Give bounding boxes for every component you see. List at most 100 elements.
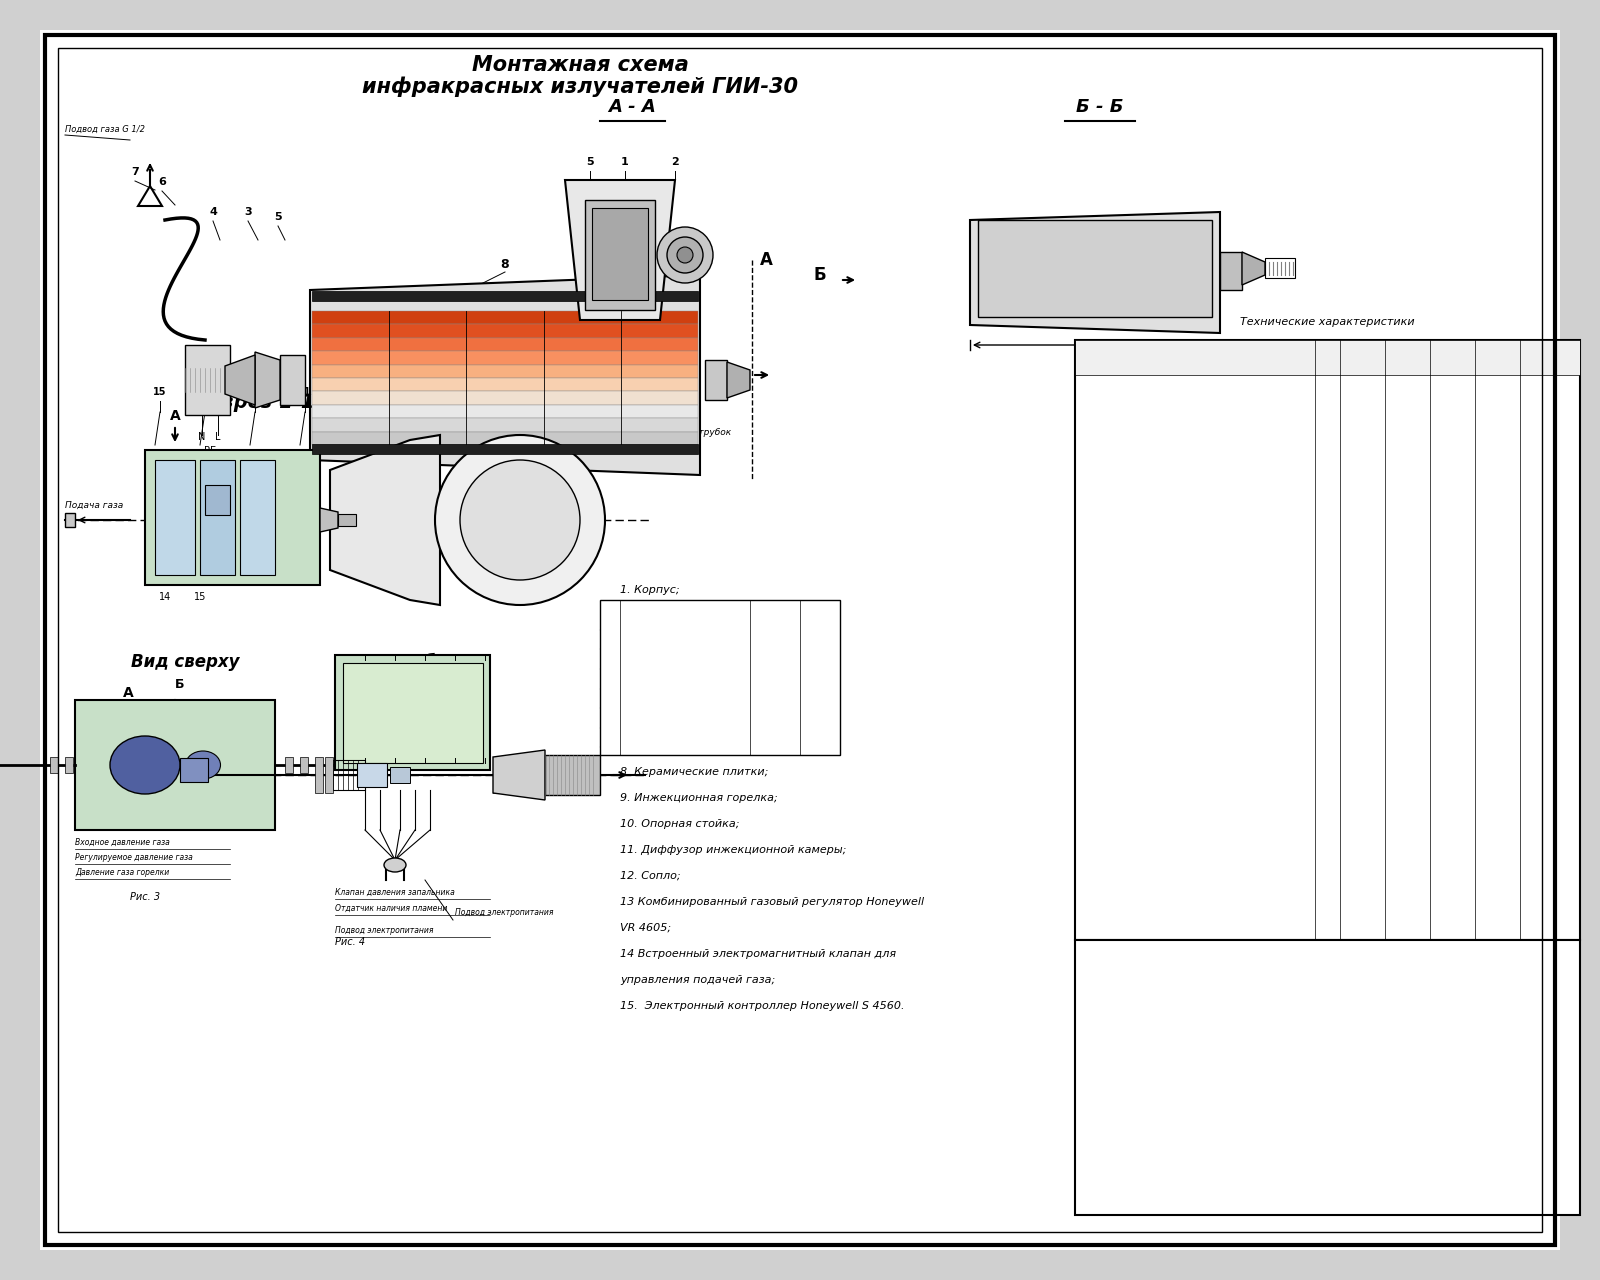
Text: 420: 420 <box>768 694 782 699</box>
Text: 7: 7 <box>131 166 139 177</box>
Bar <box>592 207 648 300</box>
Bar <box>1266 259 1294 278</box>
Polygon shape <box>310 275 701 475</box>
Text: - мощность, Вт: - мощность, Вт <box>1078 623 1139 628</box>
Bar <box>205 485 230 515</box>
Text: 5: 5 <box>274 212 282 221</box>
Text: 6: 6 <box>158 177 166 187</box>
Text: КНУБТ 2.1: КНУБТ 2.1 <box>1474 1183 1517 1192</box>
Text: Рис. 4: Рис. 4 <box>334 937 365 947</box>
Polygon shape <box>226 355 254 404</box>
Text: 11. Диффузор инжекционной камеры;: 11. Диффузор инжекционной камеры; <box>621 845 846 855</box>
Text: 6. КПД, %: 6. КПД, % <box>1078 692 1115 699</box>
Circle shape <box>677 247 693 262</box>
Text: 5. Узел розжига и контроля пламени;: 5. Узел розжига и контроля пламени; <box>621 689 842 699</box>
Bar <box>312 378 698 392</box>
Text: Подвод электропитания: Подвод электропитания <box>454 908 554 916</box>
Text: ГИИ-30-ЛР-ПР-20: ГИИ-30-ЛР-ПР-20 <box>662 655 717 660</box>
Text: 2: 2 <box>608 635 613 640</box>
Text: инфракрасных излучателей ГИИ-30: инфракрасных излучателей ГИИ-30 <box>362 77 798 97</box>
Text: 9. Степень защиты IP: 9. Степень защиты IP <box>1078 799 1158 805</box>
Text: 15: 15 <box>194 591 206 602</box>
Circle shape <box>435 435 605 605</box>
Text: A: A <box>170 410 181 422</box>
Bar <box>325 756 333 794</box>
Text: 7. Температура излучателя, °С: 7. Температура излучателя, °С <box>1078 728 1194 735</box>
Text: 4: 4 <box>608 673 613 680</box>
Text: ГИИ-30: ГИИ-30 <box>1350 343 1379 352</box>
Text: Б: Б <box>355 686 365 700</box>
Text: Пров.: Пров. <box>1080 978 1102 987</box>
Polygon shape <box>320 508 338 532</box>
Text: Б: Б <box>176 678 184 691</box>
Bar <box>342 663 483 763</box>
Ellipse shape <box>186 751 221 780</box>
Text: Вид сверху: Вид сверху <box>131 653 240 671</box>
Text: 5: 5 <box>586 157 594 166</box>
Text: 3: 3 <box>608 654 613 660</box>
Text: Входное давление газа: Входное давление газа <box>75 838 170 847</box>
Text: Б - Б: Б - Б <box>1077 99 1123 116</box>
Text: - природного газа, м³/ч: - природного газа, м³/ч <box>1078 447 1170 453</box>
Circle shape <box>658 227 714 283</box>
Bar <box>1221 252 1242 291</box>
Bar <box>330 760 365 790</box>
Bar <box>240 460 275 575</box>
Bar <box>75 700 275 829</box>
Text: 8: 8 <box>501 259 509 271</box>
Text: 6: 6 <box>608 713 613 719</box>
Bar <box>312 404 698 419</box>
Bar <box>312 338 698 351</box>
Text: ГИИ-30-ЛР-ПР-40: ГИИ-30-ЛР-ПР-40 <box>662 694 717 699</box>
Text: 3. Рабочее давление газа, мбар: 3. Рабочее давление газа, мбар <box>1078 517 1195 524</box>
Bar <box>315 756 323 794</box>
Bar <box>50 756 58 773</box>
Text: 400: 400 <box>768 673 782 680</box>
Text: N: N <box>198 431 206 442</box>
Text: 8. Масса, кг: 8. Масса, кг <box>1078 763 1123 769</box>
Bar <box>155 460 195 575</box>
Text: Утвер.: Утвер. <box>1080 1047 1106 1056</box>
Text: Рис. 3: Рис. 3 <box>130 892 160 902</box>
Bar <box>493 756 501 794</box>
Text: n: n <box>818 603 822 609</box>
Text: ном.: ном. <box>1357 358 1373 365</box>
Text: Монтажная схема: Монтажная схема <box>472 55 688 76</box>
Text: 11: 11 <box>298 387 312 397</box>
Bar <box>312 365 698 378</box>
Text: 8: 8 <box>1531 1107 1538 1117</box>
Text: 2. Расход газа:: 2. Расход газа: <box>1078 412 1134 419</box>
Text: №: № <box>606 603 614 609</box>
Bar <box>312 324 698 338</box>
Bar <box>312 431 698 445</box>
Bar <box>1075 340 1581 940</box>
Text: - сжиженного газа, кг/ч: - сжиженного газа, кг/ч <box>1078 483 1173 489</box>
Bar <box>280 355 306 404</box>
Polygon shape <box>970 212 1221 333</box>
Text: ГИИ-30-ЛР-ПР-20: ГИИ-30-ЛР-ПР-20 <box>662 616 717 621</box>
Text: 15: 15 <box>154 387 166 397</box>
Text: PE: PE <box>203 445 216 456</box>
Bar <box>334 655 490 771</box>
Polygon shape <box>330 435 440 605</box>
Text: 10. Опорная стойка;: 10. Опорная стойка; <box>621 819 739 829</box>
Text: Н.контр.: Н.контр. <box>1080 1028 1114 1037</box>
Text: ГИИ-30-ЛР-ПР-30: ГИИ-30-ЛР-ПР-30 <box>662 714 717 719</box>
Text: Монтажная схема
инфракрасных излучателей ГИИ-30: Монтажная схема инфракрасных излучателей… <box>1374 1151 1546 1170</box>
Bar <box>186 369 226 392</box>
Text: - напряжение, В: - напряжение, В <box>1078 588 1144 594</box>
Text: VR 4605;: VR 4605; <box>621 923 670 933</box>
Text: 10: 10 <box>248 387 262 397</box>
Bar <box>546 755 600 795</box>
Text: 9: 9 <box>357 387 363 397</box>
Text: 3: 3 <box>245 207 251 218</box>
Text: Значение: Значение <box>1416 349 1454 358</box>
Ellipse shape <box>384 858 406 872</box>
Text: 5: 5 <box>608 694 613 699</box>
Text: Г: Г <box>1091 349 1098 358</box>
Text: 13: 13 <box>198 387 211 397</box>
Text: 5. Тепловой поток, Вт/м²: 5. Тепловой поток, Вт/м² <box>1078 658 1170 664</box>
Text: 280: 280 <box>768 614 782 621</box>
Text: 8. Керамические плитки;: 8. Керамические плитки; <box>621 767 768 777</box>
Bar <box>586 200 654 310</box>
